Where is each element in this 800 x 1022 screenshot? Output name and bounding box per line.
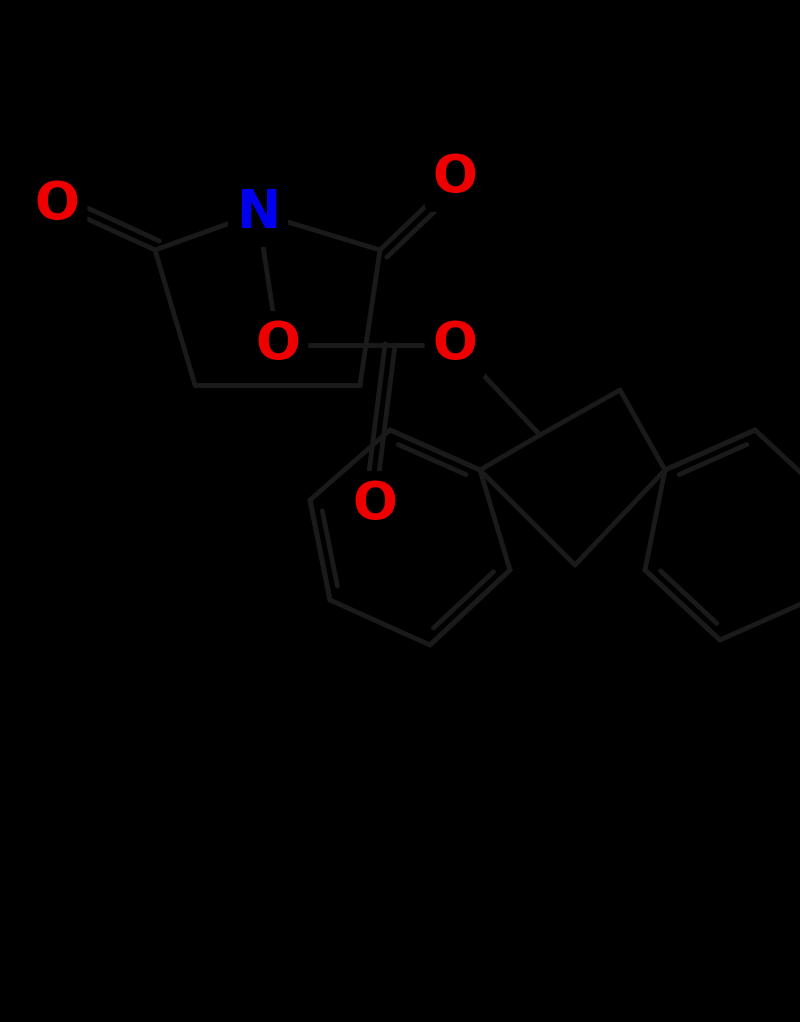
Text: O: O <box>433 319 478 371</box>
Text: O: O <box>34 179 79 231</box>
Text: N: N <box>236 187 280 239</box>
Text: O: O <box>433 152 478 204</box>
Text: O: O <box>353 479 398 531</box>
Text: O: O <box>255 319 301 371</box>
